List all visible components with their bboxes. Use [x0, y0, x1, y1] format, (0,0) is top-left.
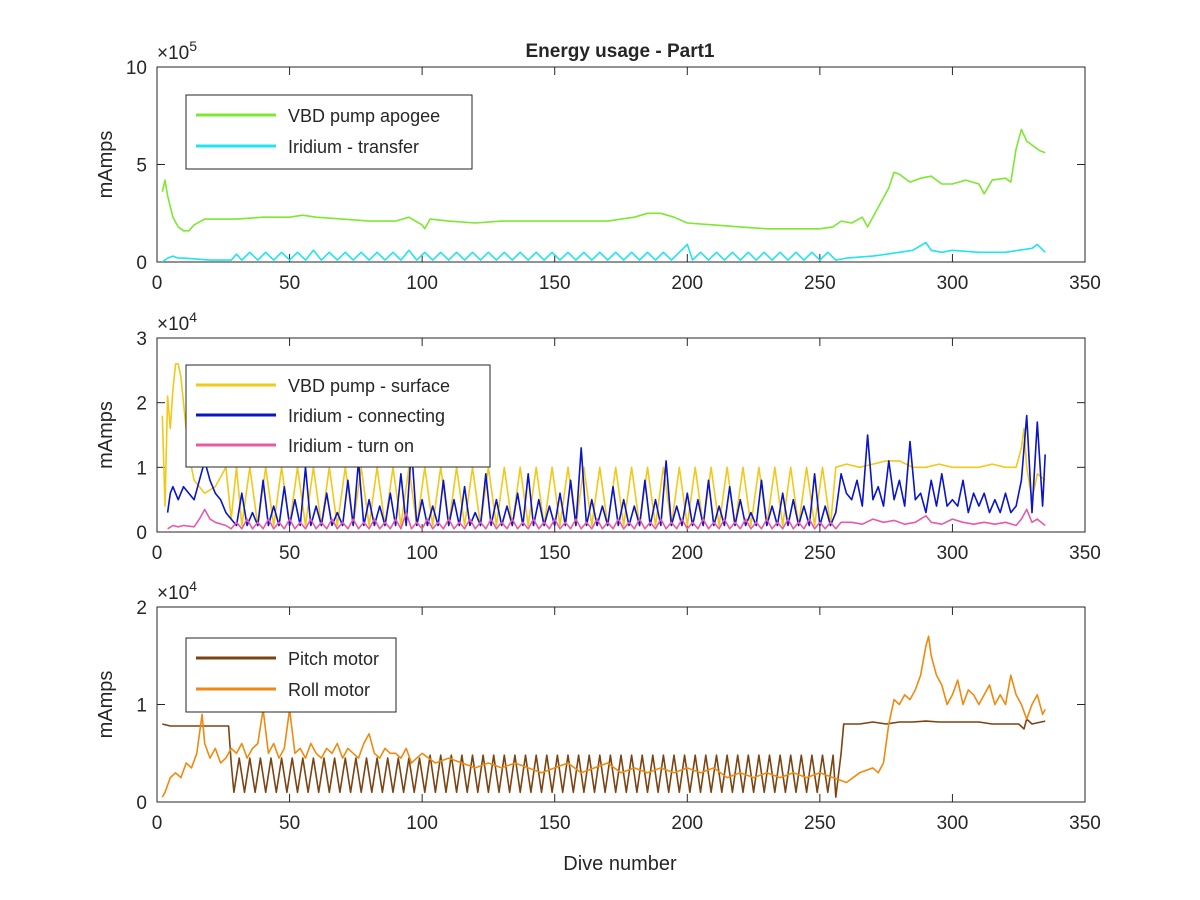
- series-line-roll-motor: [161, 635, 1046, 798]
- legend: VBD pump - surface Iridium - connecting Ir…: [185, 364, 491, 468]
- x-tick-label: 300: [937, 273, 969, 294]
- legend-label: VBD pump apogee: [288, 106, 440, 126]
- y-tick-label: 10: [126, 58, 147, 79]
- y-axis-label: mAmps: [95, 131, 117, 199]
- x-tick-label: 350: [1069, 813, 1101, 834]
- y-exponent-base: ×10: [157, 43, 189, 64]
- series-line-pitch-motor: [162, 718, 1046, 798]
- x-tick-label: 250: [804, 273, 836, 294]
- series-group: [161, 128, 1046, 262]
- x-tick-label: 100: [406, 273, 438, 294]
- x-tick-label: 200: [671, 813, 703, 834]
- x-tick-label: 300: [937, 543, 969, 564]
- y-exponent-base: ×10: [157, 583, 189, 604]
- y-exponent-power: 4: [189, 578, 197, 594]
- x-tick-label: 50: [279, 543, 300, 564]
- y-axis-label: mAmps: [95, 671, 117, 739]
- x-tick-label: 250: [804, 813, 836, 834]
- x-tick-label: 100: [406, 813, 438, 834]
- legend-box: [185, 94, 473, 170]
- series-line-iridium-connecting: [166, 414, 1046, 527]
- y-exponent-label: ×105: [157, 38, 197, 64]
- legend-label: Pitch motor: [288, 649, 379, 669]
- x-tick-label: 300: [937, 813, 969, 834]
- legend-label: Iridium - transfer: [288, 137, 419, 157]
- series-line-iridium-turn-on: [167, 508, 1046, 530]
- y-tick-label: 5: [136, 156, 147, 177]
- y-exponent-label: ×104: [157, 309, 197, 335]
- x-tick-label: 200: [671, 273, 703, 294]
- x-tick-label: 200: [671, 543, 703, 564]
- x-tick-label: 250: [804, 543, 836, 564]
- x-tick-label: 350: [1069, 543, 1101, 564]
- y-exponent-label: ×104: [157, 578, 197, 604]
- x-tick-label: 150: [539, 543, 571, 564]
- legend: Pitch motor Roll motor: [185, 637, 397, 713]
- legend-box: [185, 637, 397, 713]
- legend-label: Iridium - connecting: [288, 406, 445, 426]
- legend-label: VBD pump - surface: [288, 376, 450, 396]
- y-tick-label: 1: [136, 458, 147, 479]
- series-group: [161, 635, 1046, 798]
- subplot-2: 0 50 100 150 200 250 300 350 0 1 2 3 ×104 mAmps VBD pu…: [95, 309, 1101, 564]
- legend-label: Iridium - turn on: [288, 436, 414, 456]
- series-line-vbd-pump-apogee: [161, 128, 1046, 232]
- x-tick-label: 150: [539, 813, 571, 834]
- x-tick-label: 0: [152, 543, 163, 564]
- y-tick-label: 2: [136, 598, 147, 619]
- series-group: [161, 363, 1046, 530]
- x-tick-label: 150: [539, 273, 571, 294]
- x-tick-label: 50: [279, 273, 300, 294]
- x-tick-label: 350: [1069, 273, 1101, 294]
- legend-label: Roll motor: [288, 680, 370, 700]
- y-tick-label: 2: [136, 394, 147, 415]
- y-exponent-base: ×10: [157, 314, 189, 335]
- series-line-iridium-transfer: [161, 241, 1046, 262]
- y-tick-label: 0: [136, 523, 147, 544]
- y-exponent-power: 5: [189, 38, 197, 54]
- x-tick-label: 0: [152, 273, 163, 294]
- x-tick-label: 100: [406, 543, 438, 564]
- y-exponent-power: 4: [189, 309, 197, 325]
- legend: VBD pump apogee Iridium - transfer: [185, 94, 473, 170]
- y-tick-label: 3: [136, 329, 147, 350]
- x-tick-label: 50: [279, 813, 300, 834]
- y-tick-label: 1: [136, 696, 147, 717]
- subplot-3: 0 50 100 150 200 250 300 350 0 1 2 ×104 mAmps Pitch m…: [95, 578, 1101, 834]
- y-tick-label: 0: [136, 253, 147, 274]
- x-tick-label: 0: [152, 813, 163, 834]
- x-axis-label: Dive number: [563, 853, 677, 875]
- y-axis-label: mAmps: [95, 401, 117, 469]
- figure-title: Energy usage - Part1: [525, 41, 714, 62]
- y-tick-label: 0: [136, 793, 147, 814]
